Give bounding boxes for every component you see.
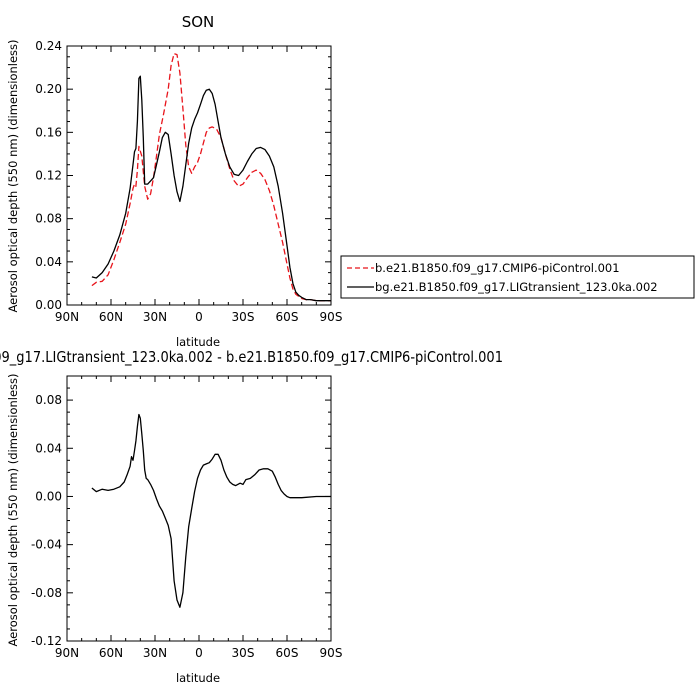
bottom-chart-title: bg.e21.B1850.f09_g17.LIGtransient_123.0k… (0, 348, 503, 367)
bottom-series-line-0 (91, 413, 331, 608)
bottom-y-tick-label: -0.04 (31, 538, 62, 552)
top-panel: SON 90N 60N 30N 0 30S 60S 90S 0.00 0.04 0.08 0.12 0… (6, 13, 342, 349)
bottom-plot-frame (66, 375, 332, 642)
legend-box (340, 255, 695, 299)
bottom-y-tick-label: -0.12 (31, 634, 62, 648)
top-series-line-0 (91, 52, 331, 302)
bottom-y-tick-label: -0.08 (31, 586, 62, 600)
legend: b.e21.B1850.f09_g17.CMIP6-piControl.001 … (340, 255, 695, 299)
top-x-tick-label: 90S (320, 310, 343, 324)
bottom-x-axis-label: latitude (176, 671, 220, 685)
top-y-tick-label: 0.16 (35, 125, 62, 139)
top-x-axis-label: latitude (176, 335, 220, 349)
top-y-tick-label: 0.12 (35, 169, 62, 183)
bottom-x-tick-label: 30S (232, 646, 255, 660)
top-series-line-1 (91, 75, 331, 302)
top-y-tick-label: 0.04 (35, 255, 62, 269)
top-x-tick-label: 60N (99, 310, 123, 324)
bottom-x-tick-label: 60N (99, 646, 123, 660)
top-x-tick-label: 90N (55, 310, 79, 324)
top-y-tick-label: 0.20 (35, 82, 62, 96)
bottom-y-axis-label: Aerosol optical depth (550 nm) (dimensio… (6, 373, 20, 646)
top-y-tick-label: 0.24 (35, 39, 62, 53)
legend-label-ligtransient: bg.e21.B1850.f09_g17.LIGtransient_123.0k… (375, 280, 658, 294)
top-x-tick-label: 60S (276, 310, 299, 324)
bottom-axes-ticks: 90N 60N 30N 0 30S 60S 90S -0.12 -0.08 -0.04 0.00 0.… (31, 375, 343, 660)
bottom-x-tick-label: 30N (143, 646, 167, 660)
top-x-tick-label: 30S (232, 310, 255, 324)
top-y-axis-label: Aerosol optical depth (550 nm) (dimensio… (6, 39, 20, 312)
bottom-series-layer (91, 413, 331, 608)
bottom-y-tick-label: 0.08 (35, 393, 62, 407)
top-series-layer (91, 52, 331, 302)
top-y-tick-label: 0.08 (35, 212, 62, 226)
top-axes-ticks: 90N 60N 30N 0 30S 60S 90S 0.00 0.04 0.08 0.12 0.16 0… (35, 39, 342, 324)
bottom-x-tick-label: 90S (320, 646, 343, 660)
legend-label-picontrol: b.e21.B1850.f09_g17.CMIP6-piControl.001 (375, 261, 620, 275)
bottom-panel: bg.e21.B1850.f09_g17.LIGtransient_123.0k… (0, 348, 503, 685)
bottom-x-tick-label: 90N (55, 646, 79, 660)
top-x-tick-label: 0 (195, 310, 203, 324)
top-y-tick-label: 0.00 (35, 298, 62, 312)
bottom-x-tick-label: 0 (195, 646, 203, 660)
top-chart-title: SON (182, 13, 215, 31)
top-x-tick-label: 30N (143, 310, 167, 324)
bottom-x-tick-label: 60S (276, 646, 299, 660)
bottom-y-tick-label: 0.04 (35, 441, 62, 455)
bottom-y-tick-label: 0.00 (35, 489, 62, 503)
